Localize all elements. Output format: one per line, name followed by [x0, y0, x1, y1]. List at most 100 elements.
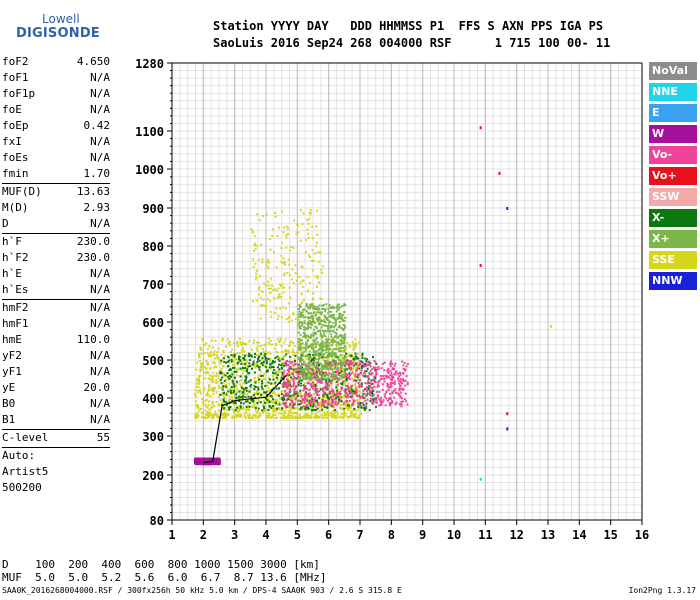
- data-point: [264, 391, 267, 394]
- data-point: [260, 243, 263, 246]
- data-point: [316, 377, 319, 380]
- data-point: [307, 311, 310, 314]
- data-point: [321, 346, 324, 349]
- param-name: D: [2, 217, 9, 230]
- data-point: [256, 376, 259, 379]
- data-point: [293, 219, 296, 222]
- data-point: [270, 407, 273, 409]
- data-point: [322, 304, 325, 306]
- data-point: [206, 410, 209, 413]
- data-point: [382, 399, 385, 402]
- data-point: [319, 343, 322, 346]
- data-point: [246, 366, 249, 369]
- data-point: [297, 308, 300, 310]
- data-point: [199, 370, 202, 373]
- data-point: [285, 381, 288, 384]
- data-point: [287, 232, 289, 235]
- data-point: [302, 399, 305, 402]
- data-point: [324, 387, 327, 390]
- data-point: [260, 394, 263, 396]
- data-point: [321, 388, 324, 391]
- data-point: [214, 414, 217, 417]
- data-point: [247, 395, 250, 398]
- data-point: [241, 369, 244, 372]
- data-point: [287, 317, 290, 320]
- data-point: [244, 408, 247, 411]
- data-point: [328, 381, 331, 384]
- data-point: [204, 409, 207, 412]
- data-point: [288, 344, 291, 347]
- data-point: [212, 414, 215, 417]
- data-point: [306, 304, 309, 307]
- muf-table-row2-label: MUF: [2, 571, 22, 584]
- data-point: [242, 341, 244, 344]
- data-point: [194, 462, 197, 465]
- data-point: [331, 388, 334, 391]
- data-point: [315, 241, 318, 244]
- data-point: [343, 367, 346, 370]
- data-point: [351, 371, 354, 374]
- data-point: [343, 337, 346, 340]
- data-point: [269, 300, 272, 303]
- data-point: [208, 413, 211, 416]
- data-point: [231, 373, 234, 376]
- data-point: [338, 343, 341, 346]
- data-point: [255, 347, 258, 350]
- data-point: [272, 371, 275, 374]
- data-point: [315, 371, 318, 373]
- data-point: [404, 369, 407, 372]
- data-point: [212, 346, 215, 349]
- data-point: [270, 382, 273, 385]
- data-point: [330, 414, 333, 417]
- data-point: [291, 401, 294, 404]
- data-point: [335, 310, 338, 313]
- data-point: [332, 359, 335, 362]
- data-point: [206, 406, 209, 409]
- data-point: [336, 356, 339, 359]
- data-point: [366, 358, 369, 361]
- data-point: [215, 374, 218, 377]
- data-point: [365, 402, 368, 405]
- data-point: [365, 364, 368, 367]
- data-point: [295, 370, 298, 373]
- data-point: [243, 358, 246, 361]
- data-point: [309, 256, 312, 258]
- data-point: [292, 412, 295, 415]
- data-point: [303, 350, 306, 353]
- data-point: [371, 394, 374, 397]
- data-point: [364, 382, 367, 385]
- data-point: [288, 320, 290, 323]
- data-point: [258, 378, 260, 381]
- data-point: [306, 339, 309, 342]
- data-point: [311, 315, 314, 317]
- data-point: [223, 412, 226, 414]
- data-point: [240, 407, 243, 410]
- data-point: [293, 390, 296, 393]
- data-point: [274, 414, 277, 416]
- data-point: [285, 406, 287, 409]
- data-point: [288, 370, 291, 372]
- data-point: [341, 367, 344, 370]
- data-point: [217, 384, 220, 387]
- data-point: [316, 399, 318, 402]
- data-point: [388, 392, 391, 395]
- data-point: [360, 367, 363, 370]
- data-point: [269, 291, 272, 294]
- data-point: [253, 365, 256, 368]
- data-point: [312, 343, 315, 346]
- data-point: [294, 318, 297, 321]
- data-point: [338, 377, 341, 380]
- data-point: [311, 406, 314, 409]
- data-point: [201, 462, 203, 465]
- data-point: [274, 381, 277, 384]
- x-tick-label: 8: [388, 528, 395, 542]
- muf-table-row2: 5.0 5.0 5.2 5.6 6.0 6.7 8.7 13.6 [MHz]: [35, 571, 327, 584]
- data-point: [280, 261, 283, 264]
- data-point: [334, 372, 337, 375]
- data-point: [343, 303, 346, 306]
- data-point: [333, 364, 336, 367]
- data-point: [392, 390, 395, 393]
- data-point: [281, 283, 284, 286]
- data-point: [284, 338, 287, 341]
